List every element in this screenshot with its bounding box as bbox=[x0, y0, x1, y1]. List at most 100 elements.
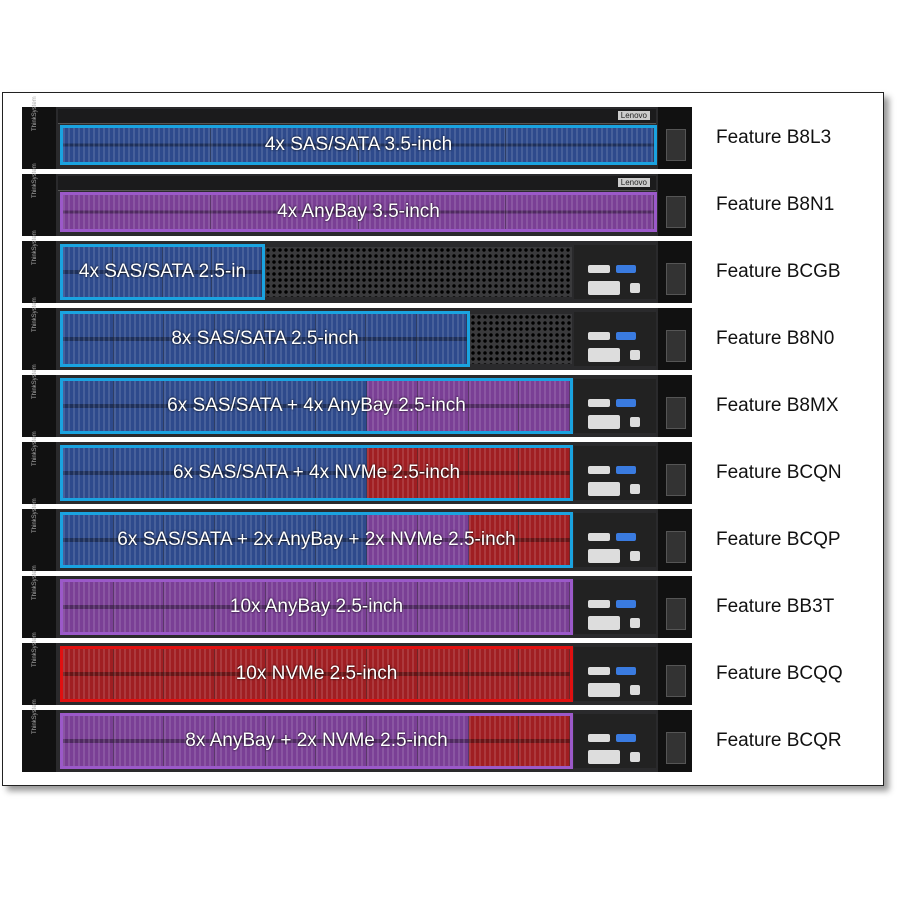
drive-bay-sas-sata bbox=[212, 247, 262, 297]
drive-bay-anybay bbox=[113, 582, 165, 632]
drive-bay-sas-sata bbox=[63, 448, 114, 498]
service-port bbox=[630, 618, 640, 628]
drive-bay-anybay bbox=[63, 582, 114, 632]
bay-config-label: 8x SAS/SATA 2.5-inch bbox=[171, 328, 359, 349]
drive-bay-anybay bbox=[164, 716, 216, 766]
drive-bay-nvme bbox=[367, 448, 418, 498]
service-tag bbox=[666, 196, 686, 228]
server-chassis: ThinkSystem 8x SAS/SATA 2.5-inch bbox=[22, 297, 692, 370]
usb3-port bbox=[616, 734, 636, 742]
drive-bay-group: 6x SAS/SATA + 2x AnyBay + 2x NVMe 2.5-in… bbox=[60, 512, 573, 568]
drive-bay-anybay bbox=[265, 716, 317, 766]
usb3-port bbox=[616, 667, 636, 675]
vga-port bbox=[588, 348, 620, 362]
server-chassis: ThinkSystem Lenovo 4x SAS/SATA 3.5-inch bbox=[22, 96, 692, 169]
drive-bay-anybay bbox=[367, 515, 418, 565]
right-rack-ear bbox=[658, 107, 692, 169]
brand-label: ThinkSystem bbox=[32, 632, 38, 667]
drive-bay-anybay bbox=[265, 582, 317, 632]
front-ports bbox=[574, 245, 656, 299]
drive-bay-sas-sata bbox=[506, 128, 654, 162]
left-rack-ear: ThinkSystem bbox=[22, 431, 56, 504]
usb-port bbox=[588, 600, 610, 608]
left-rack-ear: ThinkSystem bbox=[22, 163, 56, 236]
drive-bay-group: 4x SAS/SATA 3.5-inch bbox=[60, 125, 657, 165]
drive-bay-group: 8x SAS/SATA 2.5-inch bbox=[60, 311, 470, 367]
server-row: ThinkSystem 6x SAS/SATA + 2x AnyBay + 2x … bbox=[22, 498, 692, 571]
left-rack-ear: ThinkSystem bbox=[22, 364, 56, 437]
brand-label: ThinkSystem bbox=[32, 163, 38, 198]
front-io-panel: Lenovo bbox=[58, 176, 656, 191]
feature-code: Feature BCQQ bbox=[716, 663, 843, 684]
server-chassis: ThinkSystem 4x SAS/SATA 2.5-in bbox=[22, 230, 692, 303]
server-row: ThinkSystem 6x SAS/SATA + 4x NVMe 2.5-inc… bbox=[22, 431, 692, 504]
drive-bay-nvme bbox=[215, 649, 266, 699]
front-ports bbox=[574, 379, 656, 433]
brand-label: ThinkSystem bbox=[32, 364, 38, 399]
drive-bay-sas-sata bbox=[265, 515, 317, 565]
drive-bay-group: 4x SAS/SATA 2.5-in bbox=[60, 244, 265, 300]
bay-config-label: 6x SAS/SATA + 4x NVMe 2.5-inch bbox=[172, 462, 461, 483]
drive-bay-anybay bbox=[367, 582, 418, 632]
drive-bay-sas-sata bbox=[210, 128, 359, 162]
feature-code: Feature B8MX bbox=[716, 395, 839, 416]
drive-bay-sas-sata bbox=[162, 247, 213, 297]
drive-bay-anybay bbox=[316, 716, 368, 766]
server-row: ThinkSystem 6x SAS/SATA + 4x AnyBay 2.5-i… bbox=[22, 364, 692, 437]
usb3-port bbox=[616, 466, 636, 474]
brand-label: ThinkSystem bbox=[32, 565, 38, 600]
service-port bbox=[630, 685, 640, 695]
drive-bay-nvme bbox=[519, 448, 570, 498]
drive-bay-sas-sata bbox=[113, 381, 165, 431]
drive-bay-sas-sata bbox=[164, 314, 215, 364]
vga-port bbox=[588, 482, 620, 496]
feature-code: Feature B8N0 bbox=[716, 328, 835, 349]
bay-config-label: 8x AnyBay + 2x NVMe 2.5-inch bbox=[185, 730, 448, 751]
drive-bay-anybay bbox=[506, 195, 654, 229]
drive-bay-sas-sata bbox=[113, 448, 165, 498]
usb-port bbox=[588, 332, 610, 340]
vga-port bbox=[588, 549, 620, 563]
drive-bay-nvme bbox=[519, 716, 570, 766]
service-port bbox=[630, 484, 640, 494]
drive-bay-group: 6x SAS/SATA + 4x AnyBay 2.5-inch bbox=[60, 378, 573, 434]
drive-bay-anybay bbox=[210, 195, 359, 229]
vga-port bbox=[588, 281, 620, 295]
usb-port bbox=[588, 399, 610, 407]
usb3-port bbox=[616, 332, 636, 340]
drive-bay-sas-sata bbox=[366, 314, 417, 364]
drive-bay-sas-sata bbox=[164, 381, 216, 431]
drive-bay-anybay bbox=[519, 381, 570, 431]
service-tag bbox=[666, 263, 686, 295]
drive-bay-anybay bbox=[358, 195, 507, 229]
drive-bay-nvme bbox=[519, 515, 570, 565]
front-ports bbox=[574, 312, 656, 366]
feature-code: Feature BCQP bbox=[716, 529, 841, 550]
right-rack-ear bbox=[658, 308, 692, 370]
drive-bay-sas-sata bbox=[416, 314, 467, 364]
drive-bay-nvme bbox=[265, 649, 317, 699]
drive-bay-nvme bbox=[417, 448, 469, 498]
drive-bay-sas-sata bbox=[315, 314, 366, 364]
service-port bbox=[630, 417, 640, 427]
vga-port bbox=[588, 750, 620, 764]
drive-bay-sas-sata bbox=[215, 448, 266, 498]
right-rack-ear bbox=[658, 174, 692, 236]
drive-bay-anybay bbox=[164, 582, 216, 632]
right-rack-ear bbox=[658, 576, 692, 638]
front-ports bbox=[574, 513, 656, 567]
drive-bay-sas-sata bbox=[265, 448, 317, 498]
server-row: ThinkSystem 10x AnyBay 2.5-inch bbox=[22, 565, 692, 638]
usb-port bbox=[588, 533, 610, 541]
server-row: ThinkSystem 8x SAS/SATA 2.5-inch bbox=[22, 297, 692, 370]
drive-bay-sas-sata bbox=[358, 128, 507, 162]
drive-bay-nvme bbox=[468, 716, 520, 766]
drive-bay-anybay bbox=[417, 381, 469, 431]
drive-bay-sas-sata bbox=[214, 314, 265, 364]
drive-bay-anybay bbox=[215, 716, 266, 766]
feature-code: Feature BCGB bbox=[716, 261, 841, 282]
brand-label: ThinkSystem bbox=[32, 230, 38, 265]
usb3-port bbox=[616, 533, 636, 541]
blank-grille bbox=[470, 314, 572, 364]
left-rack-ear: ThinkSystem bbox=[22, 297, 56, 370]
